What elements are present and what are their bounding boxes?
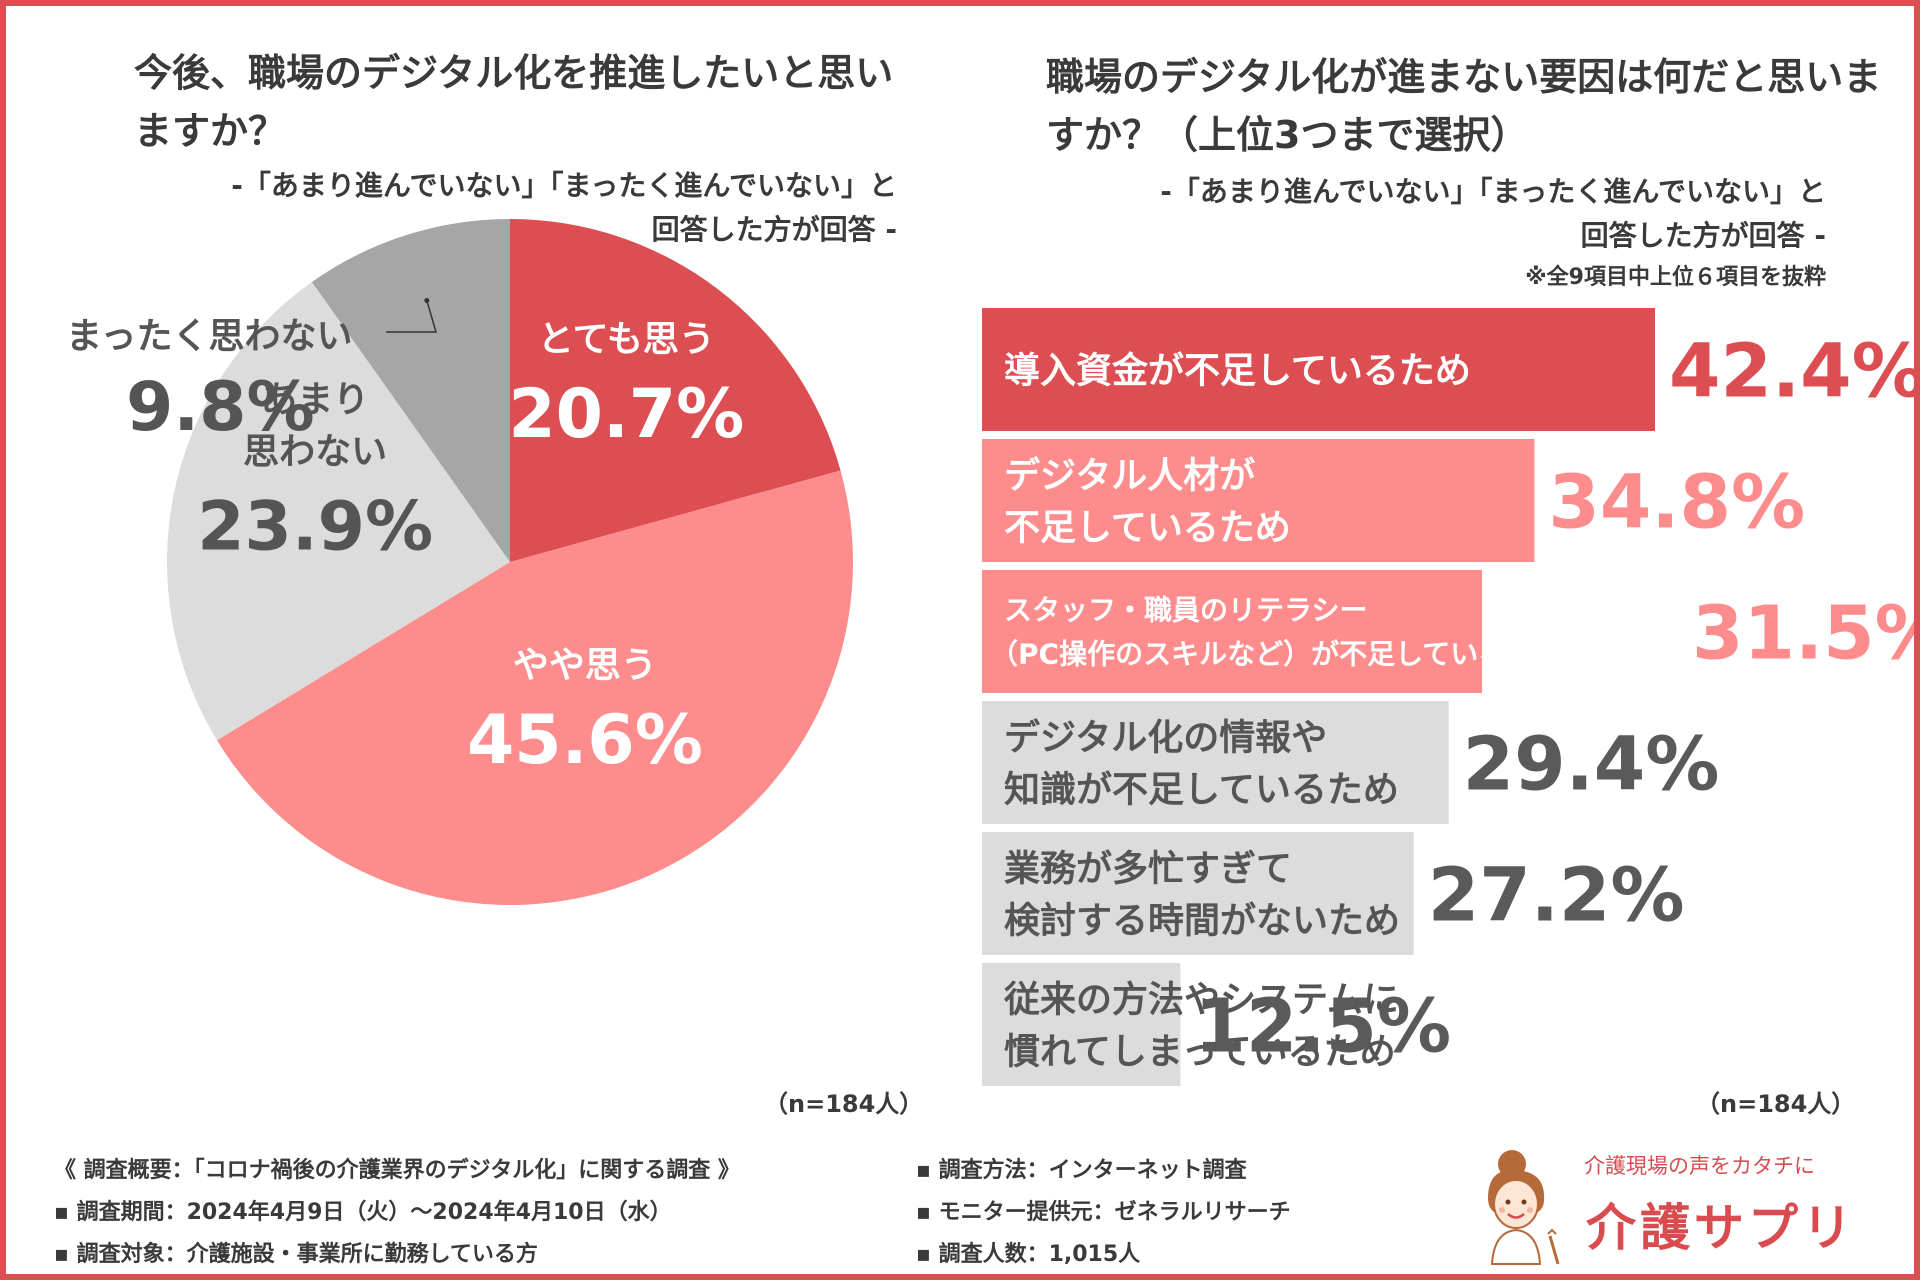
pie-value-label: 20.7% [508, 375, 744, 454]
pie-value-label: 23.9% [197, 488, 433, 567]
bar [982, 963, 1181, 1086]
bar [982, 832, 1414, 955]
bar [982, 439, 1535, 562]
pie-value-label: 9.8% [126, 368, 315, 447]
bar-value-label: 29.4% [1463, 722, 1720, 808]
bar-category-label: デジタル人材が [1004, 454, 1255, 496]
footer-period: ▪ 調査期間：2024年4月9日（火）～2024年4月10日（水） [54, 1200, 672, 1225]
bar-value-label: 27.2% [1428, 853, 1685, 939]
pie-category-label: あまり [261, 380, 369, 421]
bar-category-label: 慣れてしまっているため [1004, 1031, 1396, 1072]
pie-category-label: 思わない [243, 432, 387, 473]
right-chart-title: 職場のデジタル化が進まない要因は何だと思いますか？（上位3つまで選択） [1046, 55, 1882, 157]
bar-category-label: 従来の方法やシステムに [1003, 979, 1399, 1020]
bar [982, 308, 1655, 431]
bar-value-label: 31.5% [1692, 591, 1914, 677]
footer-right: ▪ 調査方法：インターネット調査 ▪ モニター提供元：ゼネラルリサーチ ▪ 調査… [916, 1150, 1291, 1274]
footer-summary: 《 調査概要：「コロナ禍後の介護業界のデジタル化」に関する調査 》 [54, 1158, 740, 1183]
footer-target: ▪ 調査対象：介護施設・事業所に勤務している方 [54, 1242, 538, 1267]
logo-tagline: 介護現場の声をカタチに [1584, 1154, 1815, 1178]
footer-count: ▪ 調査人数：1,015人 [916, 1242, 1141, 1267]
bar-category-label: 不足しているため [1004, 507, 1291, 548]
bar-category-label: 検討する時間がないため [1004, 900, 1400, 941]
bar-value-label: 12.5% [1194, 984, 1451, 1070]
pie-category-label: まったく思わない [66, 316, 353, 357]
right-subtitle-line1: -「あまり進んでいない」「まったく進んでいない」と [1160, 175, 1826, 208]
leader-line [386, 300, 438, 333]
brand-logo: 介護現場の声をカタチに 介護サプリ [1474, 1146, 1874, 1266]
pie-slice [510, 218, 841, 562]
bar-category-label: 業務が多忙すぎて [1004, 848, 1292, 889]
pie-slice [311, 219, 510, 562]
footer-left: 《 調査概要：「コロナ禍後の介護業界のデジタル化」に関する調査 》 ▪ 調査期間… [54, 1150, 740, 1274]
pie-value-label: 45.6% [467, 701, 703, 780]
bar-category-label: （PC操作のスキルなど）が不足しているため） [990, 638, 1590, 671]
footer-monitor: ▪ モニター提供元：ゼネラルリサーチ [916, 1200, 1291, 1225]
right-chart-subtitle: -「あまり進んでいない」「まったく進んでいない」と 回答した方が回答 - [986, 170, 1826, 258]
bar [982, 570, 1482, 693]
pie-slice [166, 282, 510, 741]
bar-category-label: デジタル化の情報や [1004, 716, 1327, 758]
bar-category-label: 知識が不足しているため [1004, 769, 1399, 810]
bar-category-label: 導入資金が不足しているため [1004, 349, 1471, 391]
left-subtitle-line1: -「あまり進んでいない」「まったく進んでいない」と [231, 169, 897, 202]
bar [982, 701, 1449, 824]
bar-value-label: 42.4% [1669, 329, 1914, 415]
footer-method: ▪ 調査方法：インターネット調査 [916, 1158, 1247, 1183]
caregiver-illustration-icon [1488, 1150, 1560, 1265]
right-sample-size: （n=184人） [1696, 1090, 1856, 1118]
pie-slice [216, 470, 854, 906]
left-chart-title: 今後、職場のデジタル化を推進したいと思いますか？ [134, 51, 894, 153]
bar-value-label: 34.8% [1548, 460, 1805, 546]
logo-name: 介護サプリ [1586, 1199, 1856, 1257]
left-sample-size: （n=184人） [764, 1090, 924, 1118]
right-subtitle-line2: 回答した方が回答 - [1580, 219, 1826, 252]
right-chart-note: ※全9項目中上位６項目を抜粋 [1525, 265, 1826, 290]
pie-category-label: とても思う [538, 319, 715, 360]
pie-category-label: やや思う [513, 645, 657, 686]
left-chart-subtitle: -「あまり進んでいない」「まったく進んでいない」と 回答した方が回答 - [62, 164, 897, 252]
bar-category-label: スタッフ・職員のリテラシー [1004, 594, 1367, 627]
left-subtitle-line2: 回答した方が回答 - [651, 213, 897, 246]
